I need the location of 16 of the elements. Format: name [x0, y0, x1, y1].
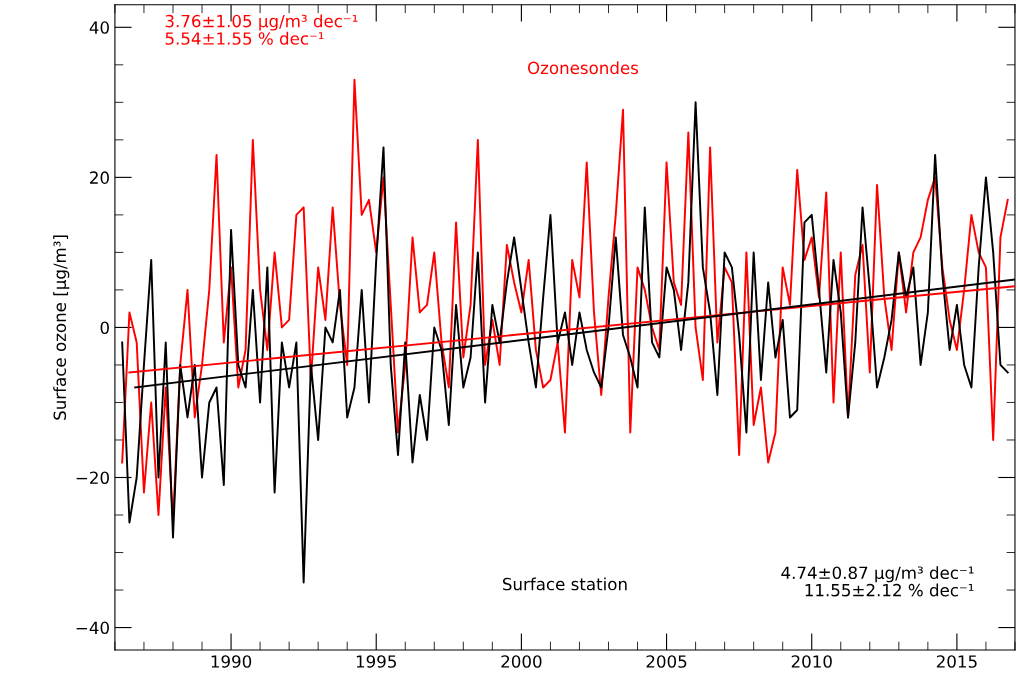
y-tick-label: −20 — [76, 471, 109, 485]
y-tick-label: −40 — [76, 621, 109, 635]
text: Surface station — [502, 577, 627, 591]
x-tick-label: 2010 — [791, 655, 832, 668]
y-tick-label: 40 — [89, 21, 109, 34]
y-axis-title: Surface ozone [μg/m³] — [53, 235, 70, 420]
x-tick-label: 2000 — [501, 655, 542, 668]
annotation: 4.74±0.87 μg/m³ dec⁻¹ 11.55±2.12 % dec⁻¹ — [781, 566, 974, 597]
annotation: 3.76±1.05 μg/m³ dec⁻¹ 5.54±1.55 % dec⁻¹ — [165, 14, 358, 45]
y-tick-label: 0 — [100, 321, 109, 334]
y-tick-label: 20 — [90, 171, 109, 184]
x-tick-label: 1995 — [356, 655, 396, 668]
text: Ozonesondes — [527, 61, 639, 75]
x-tick-label: 1990 — [211, 655, 252, 668]
x-tick-label: 2005 — [646, 655, 687, 668]
x-tick-label: 2015 — [936, 655, 977, 668]
